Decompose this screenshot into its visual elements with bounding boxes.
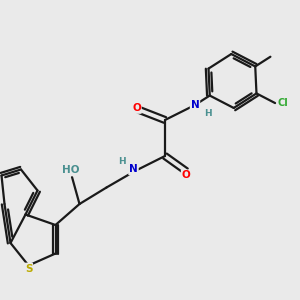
Text: S: S <box>25 263 32 274</box>
Text: O: O <box>132 103 141 113</box>
Text: H: H <box>204 110 212 118</box>
Text: H: H <box>118 157 126 166</box>
Text: N: N <box>190 100 200 110</box>
Text: Cl: Cl <box>277 98 288 108</box>
Text: HO: HO <box>62 165 79 176</box>
Text: N: N <box>129 164 138 175</box>
Text: O: O <box>182 170 190 181</box>
